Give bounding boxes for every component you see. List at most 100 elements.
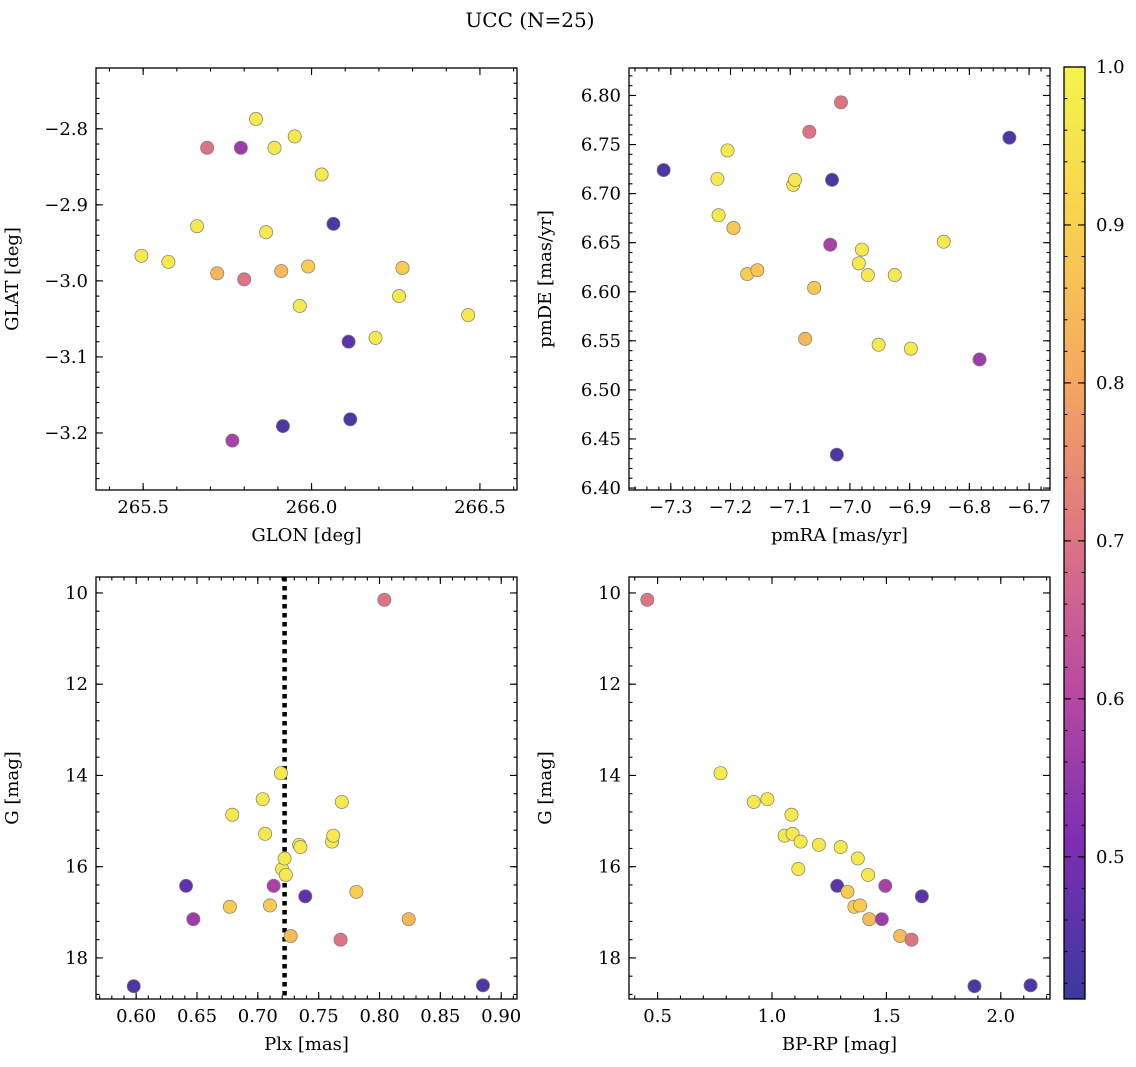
y-tick-label: 6.40	[581, 478, 621, 499]
data-point	[377, 592, 392, 607]
data-point	[823, 237, 838, 252]
y-tick-label: 18	[65, 948, 88, 969]
data-point	[395, 261, 410, 275]
data-point	[186, 912, 201, 927]
data-point	[134, 248, 149, 263]
data-point	[283, 929, 298, 943]
x-axis-label: BP-RP [mag]	[782, 1034, 897, 1055]
x-tick-label: 0.85	[420, 1006, 460, 1027]
x-tick-label: 265.5	[117, 497, 169, 518]
y-tick-label: −3.2	[44, 423, 88, 444]
plot-frame	[95, 67, 518, 491]
y-axis-label: G [mag]	[2, 751, 23, 824]
y-tick-label: 12	[65, 674, 88, 695]
data-point	[860, 268, 875, 283]
data-point	[237, 272, 252, 287]
data-point	[798, 331, 813, 346]
plot-frame	[95, 576, 518, 1000]
x-tick-label: 0.75	[299, 1006, 339, 1027]
y-tick-label: 10	[598, 583, 621, 604]
x-tick-label: −7.3	[649, 497, 693, 518]
data-point	[972, 352, 987, 367]
colorbar-gradient	[1064, 67, 1085, 999]
scatter-panel-3: 0.60 0.65 0.70 0.75 0.80 0.85 0.90 10 12 14 16 18 Pl…	[2, 576, 521, 1055]
y-tick-label: 14	[65, 765, 88, 786]
data-point	[840, 884, 855, 899]
x-tick-label: −6.8	[948, 497, 992, 518]
data-point	[200, 140, 215, 155]
colorbar-tick-label: 0.9	[1096, 215, 1125, 236]
colorbar: 0.5 0.6 0.7 0.8 0.9 1.0	[1063, 57, 1125, 1000]
data-point	[791, 862, 806, 876]
data-point	[853, 898, 868, 913]
y-axis-label: GLAT [deg]	[2, 227, 23, 331]
x-tick-label: 0.5	[643, 1006, 672, 1027]
data-point	[222, 899, 237, 914]
x-tick-label: 0.90	[481, 1006, 521, 1027]
data-point	[788, 172, 802, 187]
scatter-panel-1: 265.5 266.0 266.5 −2.8 −2.9 −3.0 −3.1 −3.2 GLON …	[2, 67, 518, 546]
data-point	[249, 111, 263, 126]
data-point	[225, 433, 240, 448]
data-point	[275, 419, 290, 434]
data-point	[210, 266, 225, 281]
x-tick-label: 0.65	[177, 1006, 217, 1027]
plot-frame	[628, 576, 1051, 1000]
data-point	[273, 766, 288, 781]
data-points	[640, 592, 1038, 994]
data-point	[874, 912, 889, 927]
data-point	[278, 867, 293, 882]
y-tick-label: 6.45	[581, 429, 621, 450]
data-point	[850, 851, 865, 866]
data-point	[967, 979, 982, 994]
y-tick-label: −3.0	[44, 271, 88, 292]
y-tick-label: 14	[598, 765, 621, 786]
data-point	[401, 912, 416, 927]
data-point	[811, 837, 826, 852]
data-point	[656, 163, 671, 178]
data-point	[903, 341, 918, 356]
data-point	[368, 330, 383, 345]
data-point	[334, 794, 349, 809]
x-axis-label: Plx [mas]	[264, 1034, 349, 1055]
data-point	[640, 592, 655, 607]
data-point	[274, 264, 289, 278]
data-point	[833, 840, 848, 855]
x-tick-label: 266.5	[454, 497, 506, 518]
colorbar-tick-label: 0.8	[1096, 373, 1125, 394]
data-points	[134, 111, 476, 448]
x-tick-label: −6.9	[888, 497, 932, 518]
data-point	[807, 280, 822, 295]
x-tick-label: −7.2	[709, 497, 753, 518]
data-point	[277, 851, 292, 866]
data-point	[258, 826, 273, 841]
y-tick-label: 16	[65, 857, 88, 878]
data-point	[333, 932, 348, 947]
data-point	[267, 140, 282, 155]
data-point	[861, 867, 876, 882]
scatter-panel-2: −7.3 −7.2 −7.1 −7.0 −6.9 −6.8 −6.7 6.40 6.45 6.50…	[535, 67, 1051, 546]
data-point	[292, 299, 307, 313]
data-point	[784, 807, 799, 822]
data-point	[179, 878, 193, 893]
x-tick-label: 0.70	[238, 1006, 278, 1027]
data-point	[349, 884, 364, 899]
y-tick-label: 6.75	[581, 135, 621, 156]
x-tick-label: 1.5	[872, 1006, 901, 1027]
plot-frame	[628, 67, 1051, 491]
data-point	[233, 140, 248, 155]
data-point	[461, 308, 476, 323]
data-point	[802, 124, 817, 139]
x-tick-label: 0.60	[116, 1006, 156, 1027]
data-point	[341, 334, 356, 349]
colorbar-tick-label: 0.5	[1096, 847, 1125, 868]
data-point	[825, 172, 839, 187]
data-point	[854, 242, 869, 257]
axis-ticks	[629, 68, 1050, 490]
data-point	[293, 840, 308, 855]
y-tick-label: 6.50	[581, 380, 621, 401]
data-point	[314, 167, 329, 182]
x-tick-label: 0.80	[359, 1006, 399, 1027]
data-point	[726, 221, 741, 235]
